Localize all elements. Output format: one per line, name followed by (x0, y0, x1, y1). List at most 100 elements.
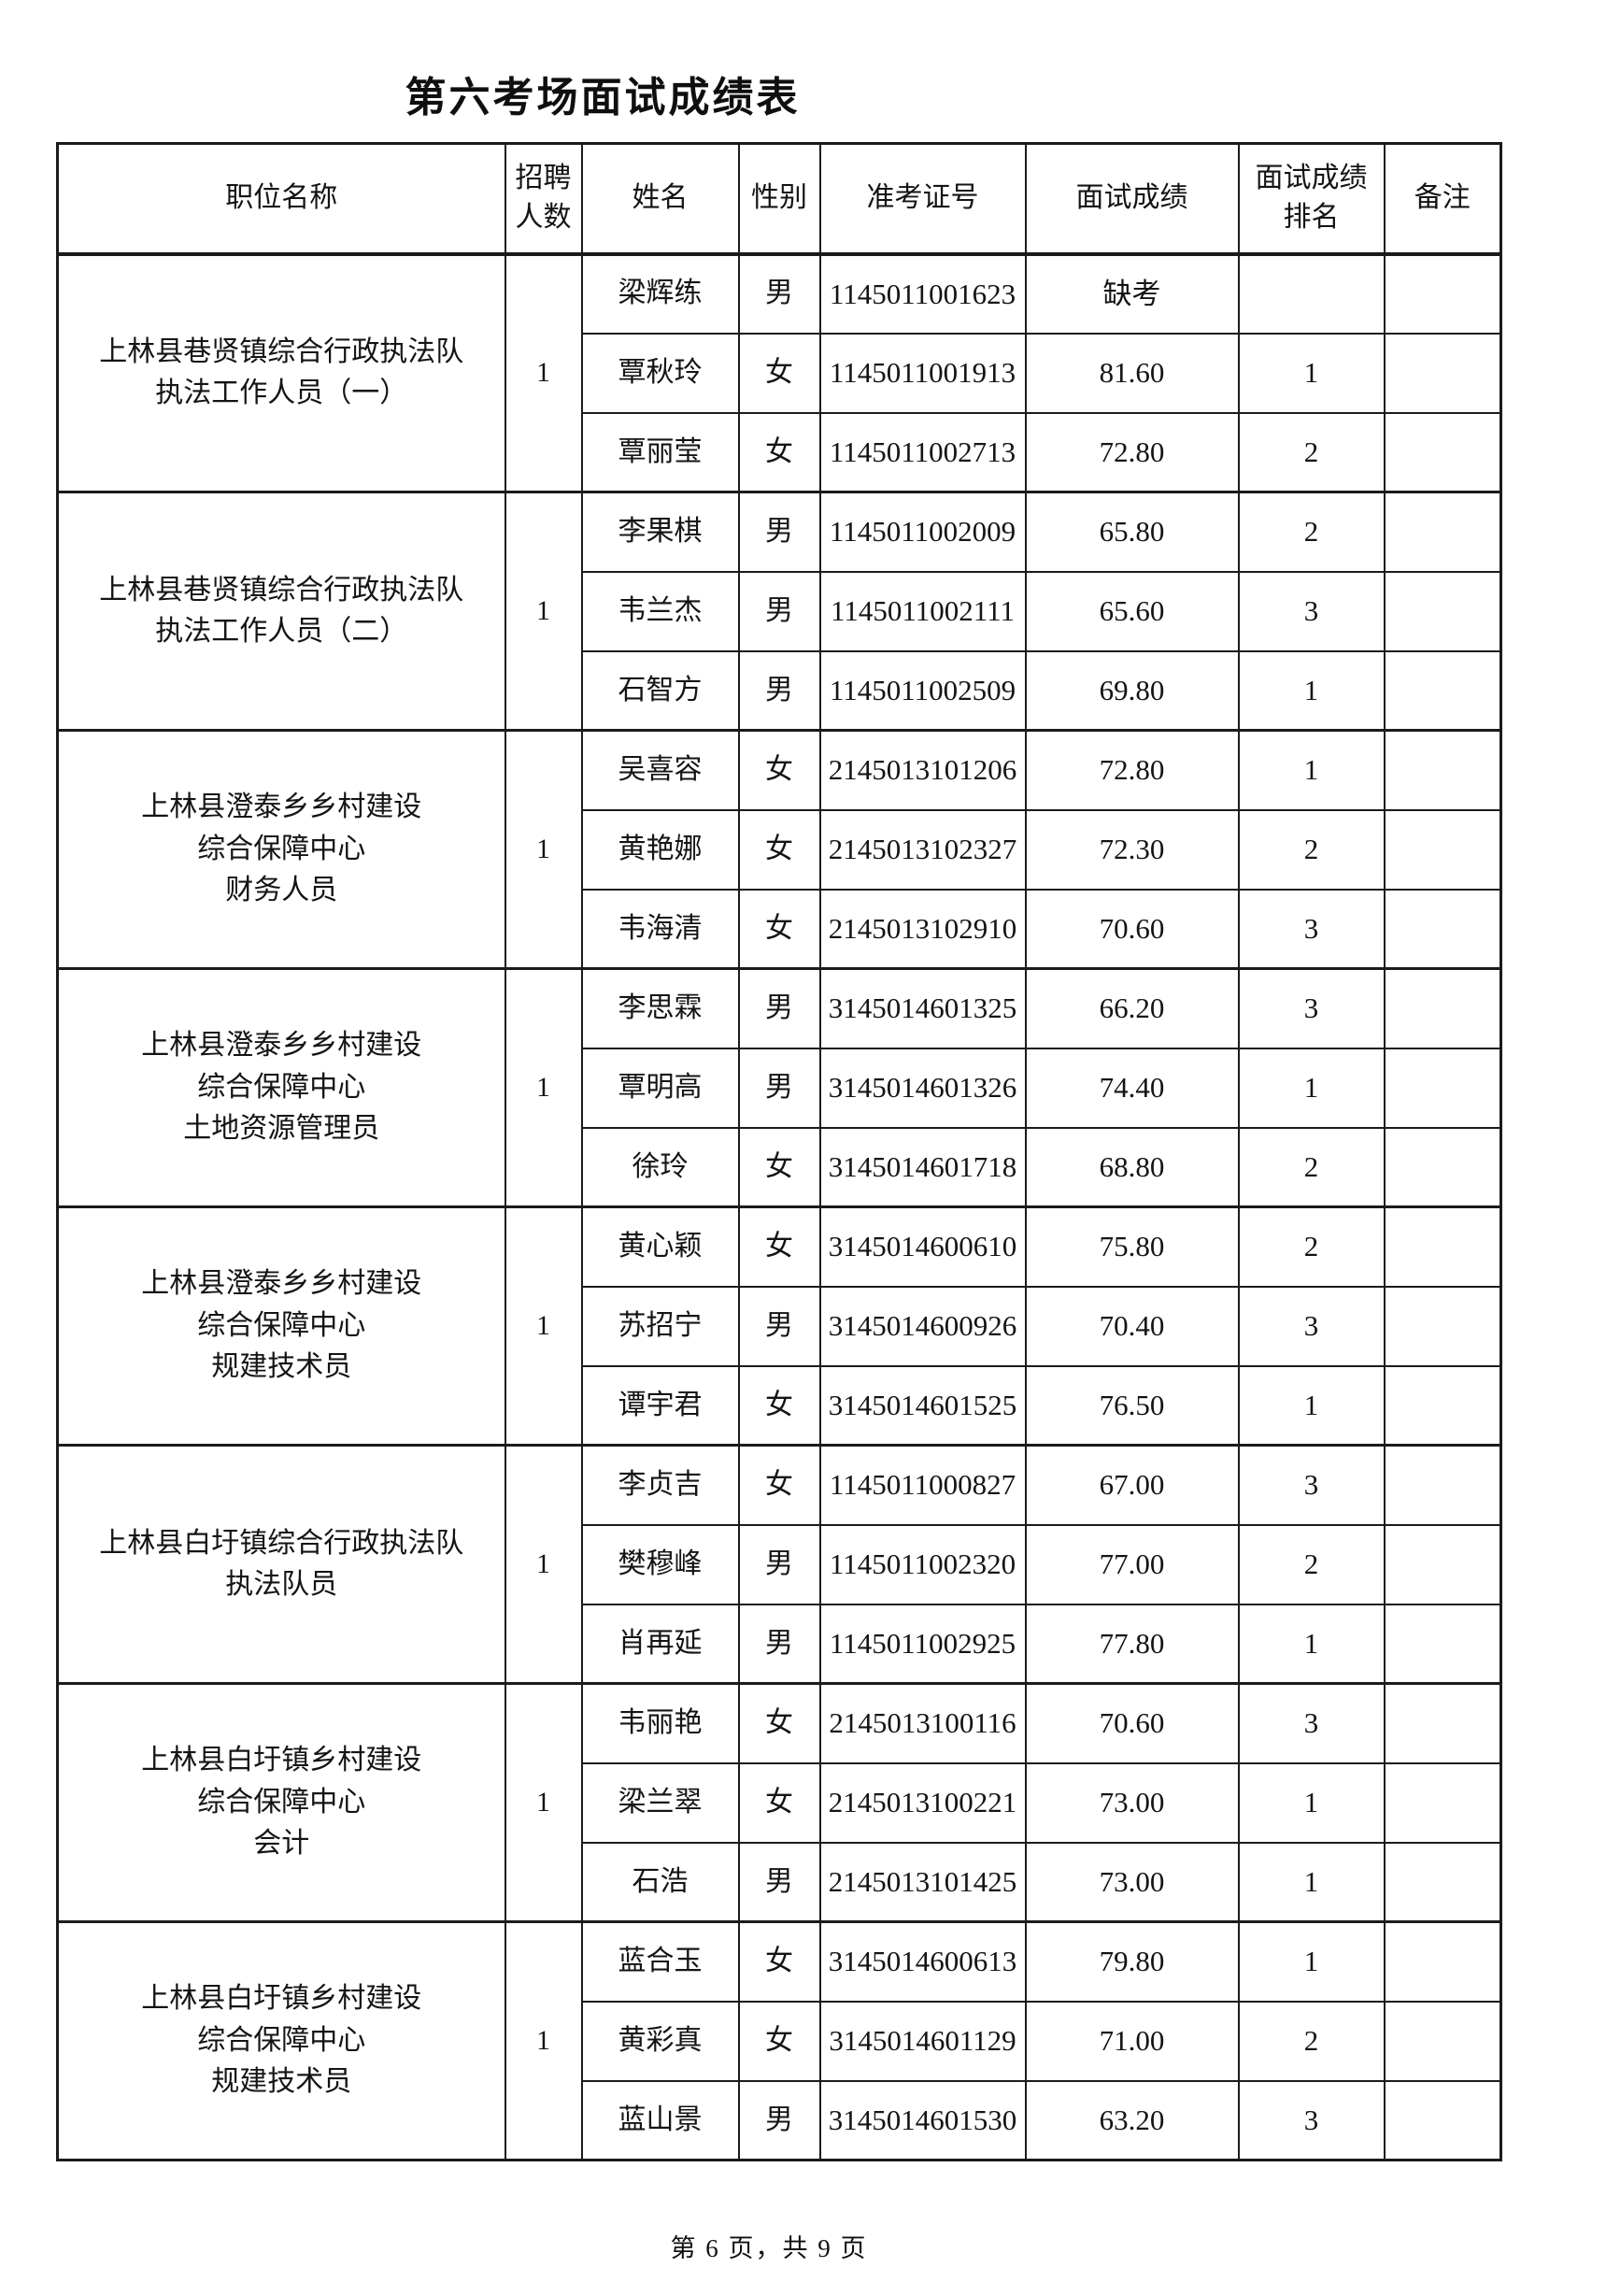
candidate-row: 石智方男 1145011002509 69.80 1 (58, 649, 1502, 732)
rank-cell: 3 (1237, 967, 1386, 1049)
interview-score-table: 职位名称 招聘人数 姓名 性别 准考证号 面试成绩 面试成绩排名 备注 上林县巷… (56, 142, 1502, 2161)
candidate-row: 苏招宁男 3145014600926 70.40 3 (58, 1285, 1502, 1367)
name-cell: 覃丽莹 (580, 411, 740, 493)
note-cell (1383, 1920, 1502, 2003)
note-cell (1383, 1841, 1502, 1923)
name-cell: 李贞吉 (580, 1444, 740, 1526)
rank-cell: 1 (1237, 332, 1386, 414)
name-cell: 梁辉练 (580, 252, 740, 335)
exam-id-cell: 3145014601525 (818, 1364, 1027, 1447)
candidate-row: 上林县巷贤镇综合行政执法队 执法工作人员（一） 1 梁辉练男 114501100162… (56, 252, 1502, 493)
note-cell (1383, 1444, 1502, 1526)
exam-id-cell: 1145011002320 (818, 1523, 1027, 1605)
candidate-row: 徐玲女 3145014601718 68.80 2 (58, 1126, 1502, 1208)
candidate-row: 谭宇君女 3145014601525 76.50 1 (58, 1364, 1502, 1447)
name-cell: 樊穆峰 (580, 1523, 740, 1605)
gender-cell: 女 (737, 1761, 821, 1844)
position-cell: 上林县白圩镇乡村建设 综合保障中心 规建技术员 (56, 1920, 506, 2161)
rank-cell: 3 (1237, 888, 1386, 970)
exam-id-cell: 1145011002009 (818, 491, 1027, 573)
position-cell: 上林县白圩镇综合行政执法队 执法队员 (56, 1444, 506, 1685)
header-row: 职位名称 招聘人数 姓名 性别 准考证号 面试成绩 面试成绩排名 备注 (56, 142, 1502, 256)
page-number-footer: 第 6 页，共 9 页 (670, 2234, 868, 2262)
name-cell: 谭宇君 (580, 1364, 740, 1447)
score-cell: 66.20 (1024, 967, 1240, 1049)
gender-cell: 男 (737, 1603, 821, 1685)
exam-id-cell: 3145014600926 (818, 1285, 1027, 1367)
exam-id-cell: 1145011000827 (818, 1444, 1027, 1526)
rank-cell: 1 (1237, 1603, 1386, 1685)
score-cell: 70.40 (1024, 1285, 1240, 1367)
candidate-row: 覃秋玲女 1145011001913 81.60 1 (58, 332, 1502, 414)
candidate-row: 上林县巷贤镇综合行政执法队 执法工作人员（二） 1 李果棋男 114501100200… (56, 491, 1502, 732)
exam-id-cell: 1145011002509 (818, 649, 1027, 732)
gender-cell: 男 (737, 491, 821, 573)
score-cell: 69.80 (1024, 649, 1240, 732)
exam-id-cell: 3145014600610 (818, 1205, 1027, 1288)
candidate-row: 梁兰翠女 2145013100221 73.00 1 (58, 1761, 1502, 1844)
score-cell: 73.00 (1024, 1761, 1240, 1844)
gender-cell: 女 (737, 2000, 821, 2082)
score-cell: 77.00 (1024, 1523, 1240, 1605)
position-cell: 上林县澄泰乡乡村建设 综合保障中心 规建技术员 (56, 1205, 506, 1447)
note-cell (1383, 332, 1502, 414)
candidate-row: 覃丽莹女 1145011002713 72.80 2 (58, 411, 1502, 493)
recruit-count-cell: 1 (504, 1444, 583, 1685)
candidate-row: 上林县澄泰乡乡村建设 综合保障中心 土地资源管理员 1 李思霖男 3145014601… (56, 967, 1502, 1208)
name-cell: 黄彩真 (580, 2000, 740, 2082)
name-cell: 徐玲 (580, 1126, 740, 1208)
name-cell: 吴喜容 (580, 729, 740, 811)
candidate-row: 蓝山景男 3145014601530 63.20 3 (58, 2079, 1502, 2161)
rank-cell: 2 (1237, 1523, 1386, 1605)
rank-cell: 3 (1237, 570, 1386, 652)
exam-id-cell: 3145014601718 (818, 1126, 1027, 1208)
score-table-body: 上林县巷贤镇综合行政执法队 执法工作人员（一） 1 梁辉练男 114501100162… (56, 252, 1502, 2161)
rank-cell: 3 (1237, 2079, 1386, 2161)
name-cell: 石浩 (580, 1841, 740, 1923)
score-cell: 72.80 (1024, 411, 1240, 493)
candidate-row: 黄艳娜女 2145013102327 72.30 2 (58, 808, 1502, 891)
note-cell (1383, 2000, 1502, 2082)
gender-cell: 女 (737, 888, 821, 970)
header-exam-id: 准考证号 (818, 142, 1027, 256)
candidate-row: 上林县白圩镇综合行政执法队 执法队员 1 李贞吉女 1145011000827 67.0… (56, 1444, 1502, 1685)
note-cell (1383, 808, 1502, 891)
gender-cell: 女 (737, 1364, 821, 1447)
rank-cell: 1 (1237, 649, 1386, 732)
gender-cell: 男 (737, 1841, 821, 1923)
score-cell: 72.30 (1024, 808, 1240, 891)
name-cell: 蓝合玉 (580, 1920, 740, 2003)
note-cell (1383, 411, 1502, 493)
position-cell: 上林县巷贤镇综合行政执法队 执法工作人员（一） (56, 252, 506, 493)
name-cell: 覃秋玲 (580, 332, 740, 414)
gender-cell: 男 (737, 649, 821, 732)
gender-cell: 女 (737, 1126, 821, 1208)
name-cell: 苏招宁 (580, 1285, 740, 1367)
note-cell (1383, 1047, 1502, 1129)
candidate-row: 上林县白圩镇乡村建设 综合保障中心 会计 1 韦丽艳女 2145013100116 70… (56, 1682, 1502, 1923)
rank-cell: 1 (1237, 1841, 1386, 1923)
score-cell: 79.80 (1024, 1920, 1240, 2003)
name-cell: 韦丽艳 (580, 1682, 740, 1764)
note-cell (1383, 1205, 1502, 1288)
rank-cell: 1 (1237, 1920, 1386, 2003)
recruit-count-cell: 1 (504, 1920, 583, 2161)
gender-cell: 男 (737, 967, 821, 1049)
recruit-count-cell: 1 (504, 1205, 583, 1447)
gender-cell: 男 (737, 1047, 821, 1129)
note-cell (1383, 2079, 1502, 2161)
recruit-count-cell: 1 (504, 252, 583, 493)
note-cell (1383, 1523, 1502, 1605)
exam-id-cell: 3145014601129 (818, 2000, 1027, 2082)
score-cell: 70.60 (1024, 1682, 1240, 1764)
gender-cell: 女 (737, 1920, 821, 2003)
score-cell: 68.80 (1024, 1126, 1240, 1208)
candidate-row: 樊穆峰男 1145011002320 77.00 2 (58, 1523, 1502, 1605)
rank-cell (1237, 252, 1386, 335)
exam-id-cell: 3145014601530 (818, 2079, 1027, 2161)
recruit-count-cell: 1 (504, 729, 583, 970)
exam-id-cell: 3145014601325 (818, 967, 1027, 1049)
exam-id-cell: 2145013102910 (818, 888, 1027, 970)
header-gender: 性别 (737, 142, 821, 256)
name-cell: 蓝山景 (580, 2079, 740, 2161)
